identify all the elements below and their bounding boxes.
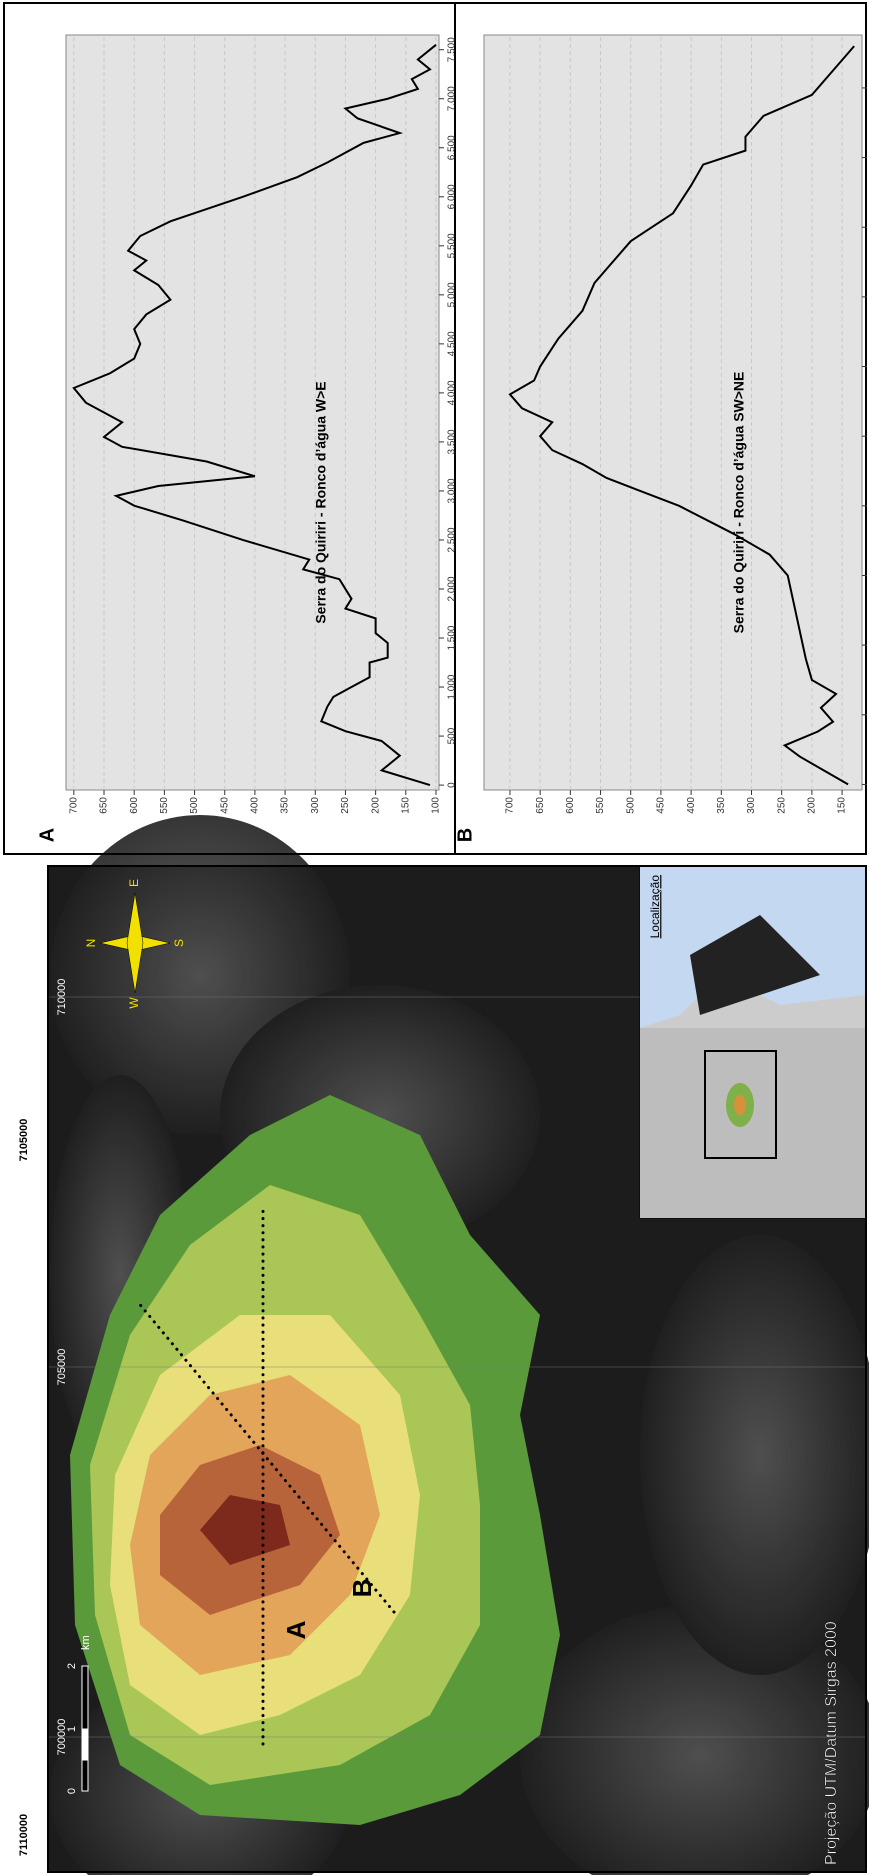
x-tick-label: 1.000 [447, 674, 458, 699]
plot-area [484, 35, 862, 790]
y-tick-label: 650 [535, 797, 546, 814]
profile-label: B [347, 1579, 377, 1598]
chart-title: Serra do Quiriri - Ronco d’água SW>NE [731, 372, 747, 634]
y-tick-label: 250 [776, 797, 787, 814]
y-tick-label: 550 [159, 797, 170, 814]
y-tick-label: 100 [431, 797, 442, 814]
rotated-figure: A B 700000 705000 710000 7110000 7105000… [0, 0, 869, 1875]
chart-title: Serra do Quiriri - Ronco d’água W>E [313, 381, 329, 623]
x-tick-label: 2.000 [447, 576, 458, 601]
x-tick-label: 1.500 [447, 625, 458, 650]
x-tick-label: 2.500 [447, 527, 458, 552]
northing-label: 7105000 [18, 1119, 30, 1162]
y-tick-label: 600 [565, 797, 576, 814]
y-tick-label: 350 [716, 797, 727, 814]
profile-label: A [281, 1620, 311, 1639]
x-tick-label: 4.500 [447, 331, 458, 356]
y-tick-label: 400 [250, 797, 261, 814]
inset-title: Localização [648, 875, 662, 939]
x-tick-label: 0 [447, 782, 458, 788]
panel-label: B [454, 828, 476, 842]
northing-label: 7110000 [18, 1814, 30, 1856]
y-tick-label: 300 [310, 797, 321, 814]
y-tick-label: 450 [219, 797, 230, 814]
y-tick-label: 550 [595, 797, 606, 814]
y-tick-label: 600 [129, 797, 140, 814]
figure: A B 700000 705000 710000 7110000 7105000… [0, 0, 869, 1875]
y-tick-label: 150 [837, 797, 848, 814]
y-tick-label: 650 [99, 797, 110, 814]
x-tick-label: 6.500 [447, 135, 458, 160]
easting-label: 710000 [56, 979, 68, 1016]
scale-label: 1 [66, 1726, 78, 1732]
y-tick-label: 700 [68, 797, 79, 814]
page: {"chart_data": [ {"type": "line", "panel… [0, 0, 869, 1875]
projection-note: Projeção UTM/Datum Sirgas 2000 [823, 1621, 840, 1865]
scale-unit: km [80, 1635, 92, 1650]
compass-s: S [172, 939, 186, 947]
y-tick-label: 200 [807, 797, 818, 814]
compass-n: N [84, 939, 98, 948]
x-tick-label: 4.000 [447, 380, 458, 405]
panel-label: A [36, 828, 58, 842]
plot-area [66, 35, 439, 790]
y-tick-label: 200 [370, 797, 381, 814]
easting-label: 700000 [56, 1719, 68, 1756]
y-tick-label: 500 [189, 797, 200, 814]
y-tick-label: 400 [686, 797, 697, 814]
x-tick-label: 5.000 [447, 282, 458, 307]
x-tick-label: 7.000 [447, 86, 458, 111]
scale-label: 0 [66, 1788, 78, 1794]
easting-label: 705000 [56, 1349, 68, 1386]
y-tick-label: 350 [280, 797, 291, 814]
compass-w: W [127, 997, 141, 1009]
y-tick-label: 250 [340, 797, 351, 814]
y-tick-label: 300 [746, 797, 757, 814]
x-tick-label: 7.500 [447, 37, 458, 62]
y-tick-label: 500 [625, 797, 636, 814]
y-tick-label: 700 [505, 797, 516, 814]
x-tick-label: 3.000 [447, 478, 458, 503]
y-tick-label: 450 [656, 797, 667, 814]
x-tick-label: 5.500 [447, 233, 458, 258]
y-tick-label: 150 [400, 797, 411, 814]
x-tick-label: 500 [447, 727, 458, 744]
x-tick-label: 3.500 [447, 429, 458, 454]
x-tick-label: 6.000 [447, 184, 458, 209]
inset-map: Localização [640, 866, 866, 1218]
scale-label: 2 [66, 1663, 78, 1669]
compass-e: E [127, 879, 141, 887]
